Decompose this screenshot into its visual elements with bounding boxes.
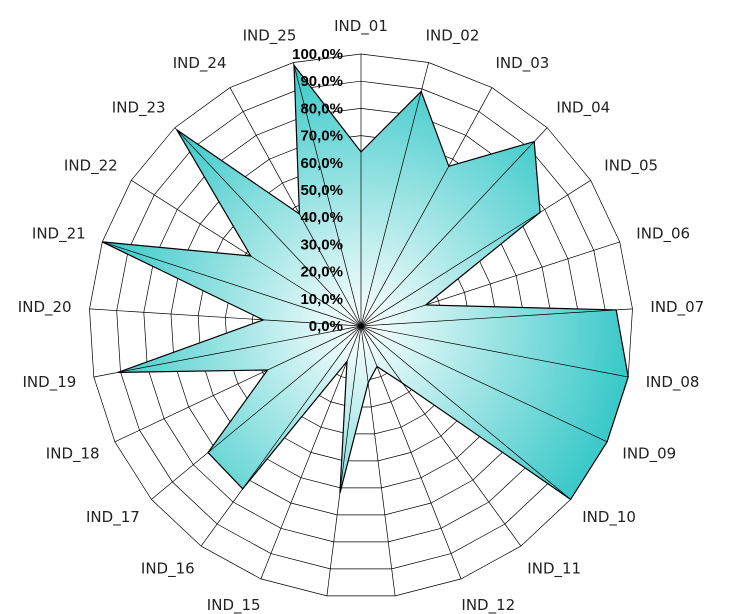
spoke (260, 325, 362, 580)
category-label-ind-24: IND_24 (173, 54, 227, 73)
spoke (360, 325, 608, 443)
spoke (89, 308, 362, 327)
spoke (360, 325, 522, 547)
category-label-ind-16: IND_16 (141, 560, 195, 579)
tick-label: 0,0% (309, 318, 343, 335)
category-label-ind-03: IND_03 (496, 54, 550, 73)
radial-tick-labels: 0,0% 10,0% 20,0% 30,0% 40,0% 50,0% 60,0% 70,0% 8… (292, 46, 343, 335)
spoke (131, 180, 362, 327)
spoke (114, 325, 362, 443)
spoke (360, 308, 633, 327)
spoke (360, 241, 620, 327)
grid-ring (116, 80, 606, 570)
tick-label: 60,0% (300, 155, 343, 172)
tick-label: 100,0% (292, 46, 343, 63)
series-area (102, 63, 629, 501)
spoke (102, 241, 362, 327)
grid-ring (89, 53, 633, 597)
category-label-ind-07: IND_07 (650, 298, 704, 317)
category-label-ind-15: IND_15 (207, 596, 261, 614)
category-label-ind-19: IND_19 (23, 373, 77, 392)
tick-label: 90,0% (300, 73, 343, 90)
tick-label: 50,0% (300, 182, 343, 199)
spoke (360, 87, 493, 327)
category-label-ind-23: IND_23 (112, 98, 166, 117)
series-layer (102, 63, 629, 501)
category-label-ind-25: IND_25 (243, 26, 297, 45)
category-label-ind-18: IND_18 (46, 445, 100, 464)
spoke (360, 180, 591, 327)
spoke (93, 325, 362, 378)
category-label-ind-17: IND_17 (86, 508, 140, 527)
grid-ring (170, 135, 552, 516)
category-label-ind-05: IND_05 (604, 156, 658, 175)
tick-label: 70,0% (300, 128, 343, 145)
spoke (360, 127, 548, 327)
category-label-ind-08: IND_08 (646, 373, 700, 392)
tick-label: 20,0% (300, 264, 343, 281)
category-label-ind-10: IND_10 (582, 508, 636, 527)
radar-spokes (89, 54, 633, 596)
spoke (360, 325, 396, 596)
spoke (360, 325, 629, 378)
spoke (151, 325, 362, 500)
tick-label: 40,0% (300, 209, 343, 226)
category-label-ind-20: IND_20 (18, 298, 72, 317)
category-label-ind-01: IND_01 (334, 17, 388, 36)
spoke (360, 62, 429, 327)
category-label-ind-09: IND_09 (622, 445, 676, 464)
grid-ring (197, 162, 525, 489)
spoke (229, 87, 362, 327)
spoke (293, 62, 362, 327)
category-label-ind-12: IND_12 (461, 596, 515, 614)
tick-label: 30,0% (300, 236, 343, 253)
category-label-ind-11: IND_11 (527, 560, 581, 579)
tick-label: 80,0% (300, 100, 343, 117)
category-label-ind-04: IND_04 (556, 98, 610, 117)
spoke (326, 325, 362, 596)
category-label-ind-06: IND_06 (636, 224, 690, 243)
spoke (200, 325, 362, 547)
spoke (174, 127, 362, 327)
grid-ring (143, 108, 579, 543)
category-label-ind-02: IND_02 (426, 26, 480, 45)
category-label-ind-21: IND_21 (32, 224, 86, 243)
category-label-ind-22: IND_22 (64, 156, 118, 175)
category-labels: IND_01 IND_02 IND_03 IND_04 IND_05 IND_06 IND_… (18, 17, 704, 614)
spoke (360, 325, 462, 580)
spoke (360, 325, 571, 500)
tick-label: 10,0% (300, 291, 343, 308)
